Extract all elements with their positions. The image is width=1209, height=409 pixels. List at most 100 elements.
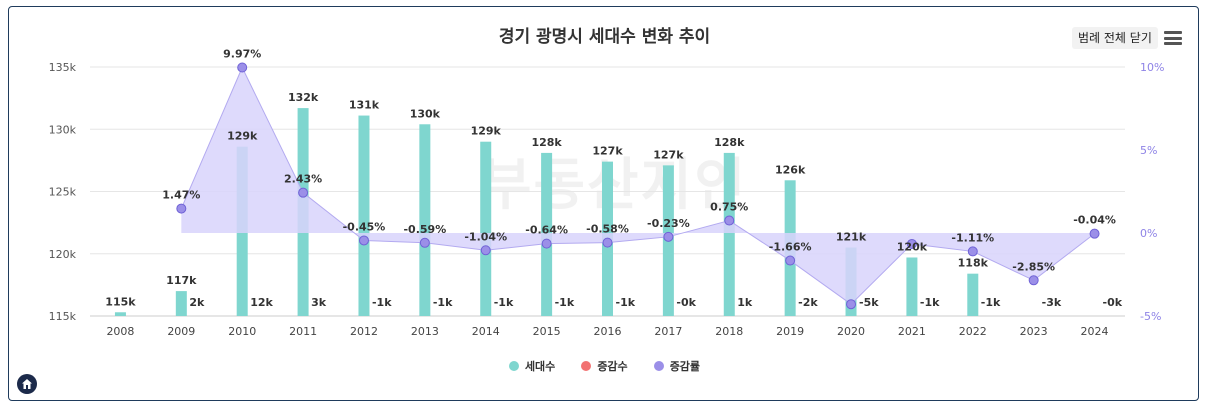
legend-marker-households — [508, 361, 519, 371]
x-tick-label: 2020 — [837, 325, 865, 338]
marker-change-rate — [1089, 228, 1100, 239]
x-tick-label: 2012 — [350, 325, 378, 338]
data-label-change-count: -1k — [555, 296, 575, 309]
legend-item-households[interactable]: 세대수 — [508, 358, 556, 374]
data-label-change-rate: 1.47% — [162, 189, 200, 202]
data-label-change-rate: -0.04% — [1073, 214, 1116, 227]
data-label-households: 117k — [166, 274, 197, 287]
data-label-households: 126k — [775, 163, 806, 176]
data-label-households: 128k — [714, 136, 745, 149]
data-label-households: 132k — [288, 91, 319, 104]
marker-change-rate — [237, 62, 248, 73]
data-label-change-count: 3k — [311, 296, 327, 309]
data-label-change-count: -5k — [859, 296, 879, 309]
legend-label-households: 세대수 — [524, 360, 556, 373]
data-label-change-rate: -0.45% — [343, 220, 386, 233]
data-label-households: 120k — [897, 240, 928, 253]
y-left-tick-label: 135k — [49, 61, 77, 74]
data-label-change-rate: -0.58% — [586, 223, 629, 236]
area-change-rate — [181, 67, 1095, 305]
data-label-change-rate: -1.11% — [951, 231, 994, 244]
marker-change-rate — [480, 245, 491, 256]
marker-change-rate — [602, 237, 613, 248]
data-label-change-rate: -0.23% — [647, 217, 690, 230]
bar-households — [480, 141, 492, 316]
data-label-change-count: -3k — [1042, 296, 1062, 309]
marker-change-rate — [906, 238, 917, 249]
data-label-households: 118k — [958, 257, 989, 270]
marker-change-rate — [785, 255, 796, 266]
hamburger-menu-icon[interactable] — [1164, 31, 1182, 45]
legend-marker-change-count — [581, 361, 592, 371]
marker-change-rate — [419, 237, 430, 248]
bar-households — [114, 312, 126, 316]
data-label-change-count: 12k — [250, 296, 273, 309]
data-label-change-rate: -0.59% — [403, 223, 446, 236]
x-tick-label: 2015 — [533, 325, 561, 338]
data-label-change-rate: -2.85% — [1012, 260, 1055, 273]
data-label-households: 115k — [105, 295, 136, 308]
x-tick-label: 2019 — [776, 325, 804, 338]
legend-item-change-count[interactable]: 증감수 — [581, 358, 628, 374]
data-label-change-rate: 0.75% — [710, 201, 748, 214]
x-tick-label: 2009 — [167, 325, 195, 338]
data-label-change-count: -1k — [616, 296, 636, 309]
data-label-households: 130k — [410, 107, 441, 120]
x-tick-label: 2008 — [106, 325, 134, 338]
x-tick-label: 2011 — [289, 325, 317, 338]
data-label-households: 131k — [349, 99, 380, 112]
x-tick-label: 2013 — [411, 325, 439, 338]
x-tick-label: 2010 — [228, 325, 256, 338]
y-left-tick-label: 125k — [49, 186, 77, 199]
marker-change-rate — [298, 187, 309, 198]
legend-marker-change-rate — [653, 361, 664, 371]
legend: 세대수 증감수 증감률 — [0, 358, 1209, 374]
line-change-rate — [180, 66, 1095, 305]
marker-change-rate — [967, 246, 978, 257]
marker-change-rate — [1028, 275, 1039, 286]
bar-households — [906, 257, 918, 316]
data-label-households: 129k — [471, 125, 502, 138]
data-label-change-rate: -1.04% — [464, 230, 507, 243]
data-label-change-rate: -0.64% — [525, 224, 568, 237]
x-tick-label: 2023 — [1020, 325, 1048, 338]
legend-toggle-button[interactable]: 범례 전체 닫기 — [1072, 27, 1158, 49]
data-label-change-count: -1k — [372, 296, 392, 309]
marker-change-rate — [358, 235, 369, 246]
data-label-change-count: -1k — [981, 296, 1001, 309]
x-tick-label: 2022 — [959, 325, 987, 338]
bar-households — [723, 152, 735, 316]
data-label-households: 128k — [531, 136, 562, 149]
marker-change-rate — [541, 238, 552, 249]
y-right-tick-label: -5% — [1140, 310, 1161, 323]
data-label-change-rate: -1.66% — [769, 241, 812, 254]
data-label-change-count: -1k — [433, 296, 453, 309]
data-label-change-count: -1k — [920, 296, 940, 309]
x-tick-label: 2017 — [654, 325, 682, 338]
x-tick-label: 2018 — [715, 325, 743, 338]
legend-item-change-rate[interactable]: 증감률 — [653, 358, 700, 374]
x-tick-label: 2014 — [472, 325, 500, 338]
marker-change-rate — [663, 231, 674, 242]
y-right-tick-label: 10% — [1140, 61, 1164, 74]
y-left-tick-label: 115k — [49, 310, 77, 323]
data-label-change-count: -2k — [798, 296, 818, 309]
home-icon[interactable] — [17, 374, 37, 394]
x-tick-label: 2021 — [898, 325, 926, 338]
data-label-change-count: -1k — [494, 296, 514, 309]
data-label-change-count: 2k — [189, 296, 205, 309]
marker-change-rate — [724, 215, 735, 226]
legend-label-change-count: 증감수 — [597, 360, 628, 373]
marker-change-rate — [176, 203, 187, 214]
data-label-change-count: -0k — [1103, 296, 1123, 309]
data-label-change-count: 1k — [737, 296, 753, 309]
data-label-households: 121k — [836, 231, 867, 244]
x-tick-label: 2016 — [594, 325, 622, 338]
bar-households — [358, 115, 370, 317]
y-right-tick-label: 0% — [1140, 227, 1157, 240]
data-label-change-count: -0k — [676, 296, 696, 309]
data-label-change-rate: 2.43% — [284, 173, 322, 186]
y-left-tick-label: 130k — [49, 123, 77, 136]
y-right-tick-label: 5% — [1140, 144, 1157, 157]
